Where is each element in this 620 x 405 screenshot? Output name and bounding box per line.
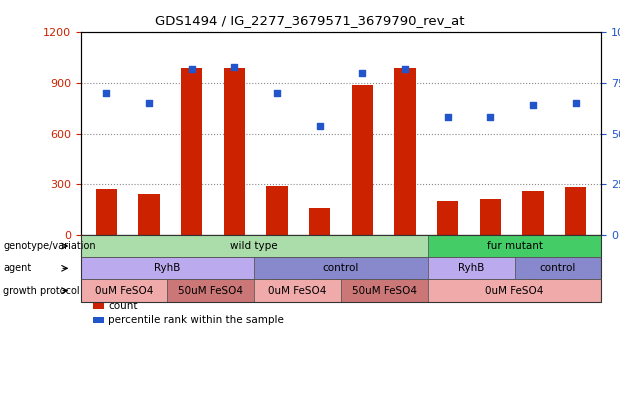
Point	[485, 114, 495, 121]
Bar	[394, 68, 415, 235]
Text: GDS1494 / IG_2277_3679571_3679790_rev_at: GDS1494 / IG_2277_3679571_3679790_rev_at	[155, 14, 465, 27]
Point	[272, 90, 282, 96]
Bar	[437, 201, 458, 235]
Text: wild type: wild type	[231, 241, 278, 251]
Text: growth protocol: growth protocol	[3, 286, 80, 296]
Text: 50uM FeSO4: 50uM FeSO4	[352, 286, 417, 296]
Text: control: control	[323, 263, 359, 273]
Text: control: control	[540, 263, 576, 273]
Text: 0uM FeSO4: 0uM FeSO4	[95, 286, 153, 296]
Text: agent: agent	[3, 263, 32, 273]
Bar	[224, 68, 245, 235]
Bar	[480, 200, 501, 235]
Text: 50uM FeSO4: 50uM FeSO4	[179, 286, 243, 296]
Point	[315, 122, 325, 129]
Point	[400, 66, 410, 72]
Bar	[267, 186, 288, 235]
Point	[229, 64, 239, 70]
Bar	[95, 190, 117, 235]
Text: count: count	[108, 301, 138, 311]
Text: 0uM FeSO4: 0uM FeSO4	[485, 286, 544, 296]
Point	[144, 100, 154, 107]
Text: percentile rank within the sample: percentile rank within the sample	[108, 315, 285, 325]
Text: genotype/variation: genotype/variation	[3, 241, 95, 251]
Bar	[352, 85, 373, 235]
Bar	[523, 191, 544, 235]
Point	[571, 100, 581, 107]
Text: RyhB: RyhB	[154, 263, 180, 273]
Bar	[309, 208, 330, 235]
Bar	[138, 194, 159, 235]
Point	[101, 90, 111, 96]
Point	[187, 66, 197, 72]
Point	[443, 114, 453, 121]
Text: fur mutant: fur mutant	[487, 241, 542, 251]
Text: RyhB: RyhB	[458, 263, 484, 273]
Point	[357, 70, 367, 76]
Point	[528, 102, 538, 109]
Bar	[181, 68, 202, 235]
Bar	[565, 187, 587, 235]
Text: 0uM FeSO4: 0uM FeSO4	[268, 286, 327, 296]
